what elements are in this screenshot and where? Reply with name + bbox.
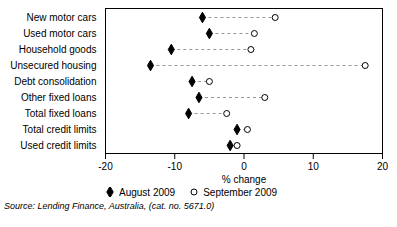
- svg-text:Total credit limits: Total credit limits: [23, 124, 97, 135]
- svg-text:Other fixed loans: Other fixed loans: [21, 92, 97, 103]
- svg-text:10: 10: [308, 161, 320, 172]
- svg-text:-10: -10: [168, 161, 183, 172]
- svg-text:Used motor cars: Used motor cars: [23, 28, 96, 39]
- svg-text:Total fixed loans: Total fixed loans: [25, 108, 97, 119]
- svg-text:Debt consolidation: Debt consolidation: [14, 76, 96, 87]
- html-text:September 2009: September 2009: [203, 186, 278, 198]
- svg-text:20: 20: [377, 161, 389, 172]
- svg-text:0: 0: [241, 161, 247, 172]
- svg-text:Used credit limits: Used credit limits: [20, 140, 96, 151]
- svg-text:Household goods: Household goods: [19, 44, 97, 55]
- svg-text:% change: % change: [222, 174, 267, 185]
- svg-text:Unsecured housing: Unsecured housing: [10, 60, 96, 71]
- svg-text:-20: -20: [98, 161, 113, 172]
- html-text:August 2009: August 2009: [119, 186, 176, 198]
- html-text:Source: Lending Finance, Austr: Source: Lending Finance, Australia, (cat…: [4, 201, 215, 211]
- svg-text:New motor cars: New motor cars: [26, 12, 96, 23]
